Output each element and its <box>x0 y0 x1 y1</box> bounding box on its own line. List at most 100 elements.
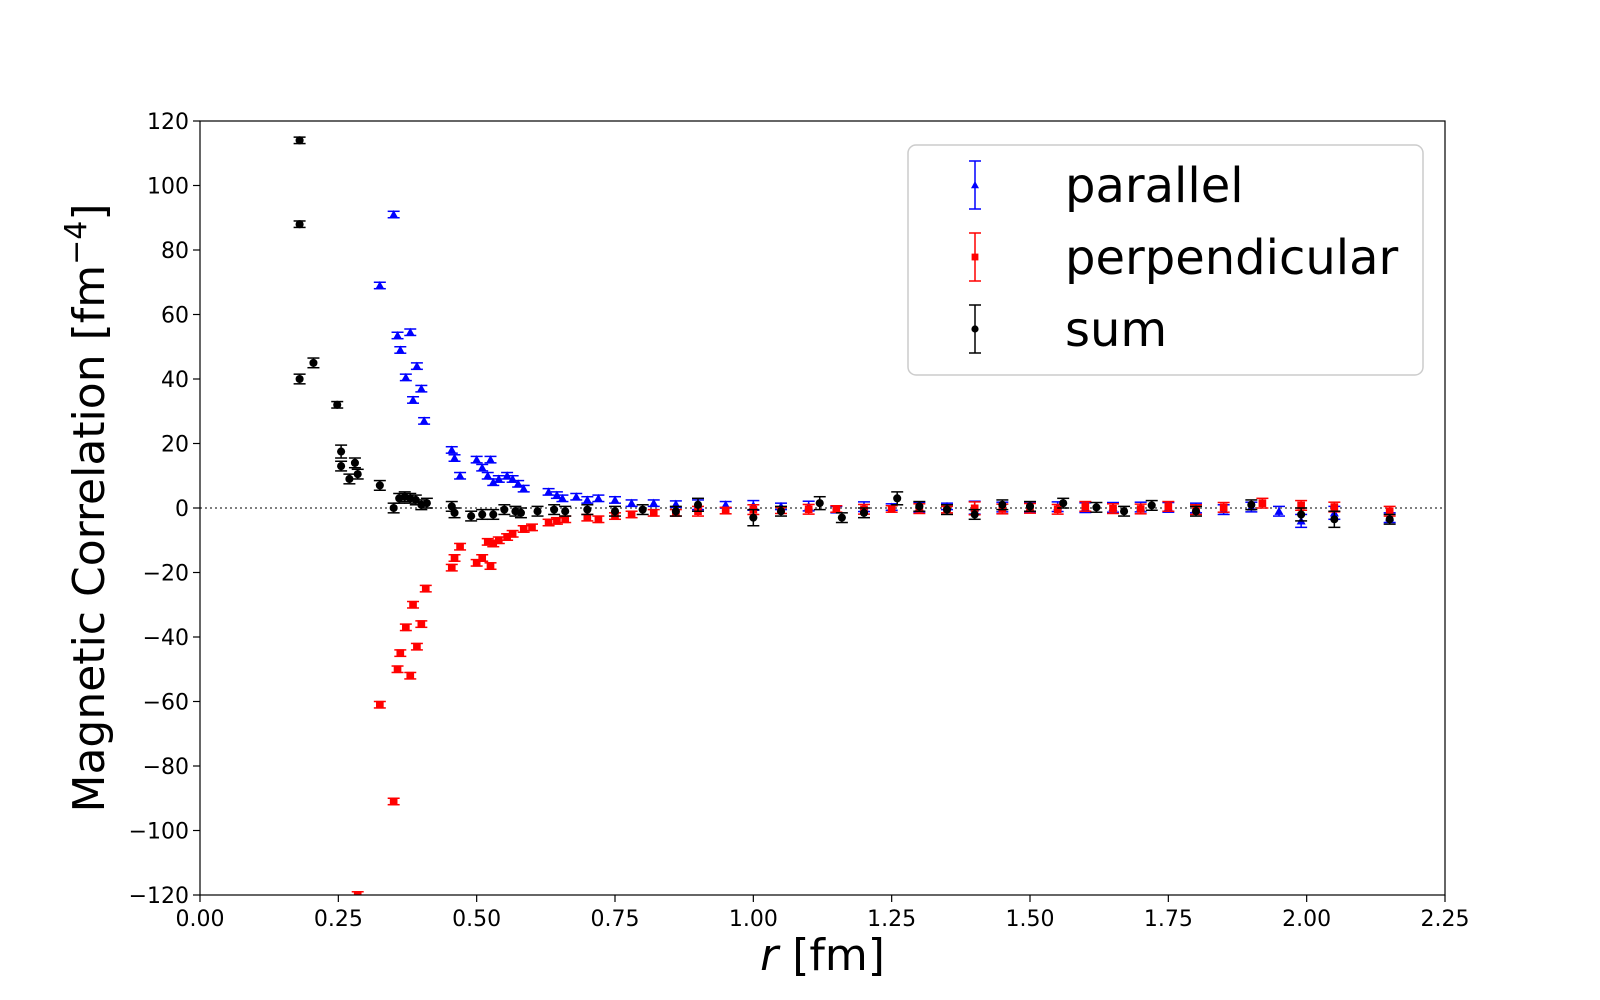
sum-point <box>337 462 346 471</box>
perpendicular-point <box>396 649 405 657</box>
sum-point <box>333 400 342 409</box>
perpendicular-point <box>1297 501 1305 510</box>
y-tick-label: 60 <box>161 304 189 329</box>
sum-point <box>1330 515 1339 524</box>
perpendicular-point <box>409 600 417 609</box>
x-tick-label: 0.00 <box>176 907 225 932</box>
sum-point <box>353 470 362 479</box>
parallel-point <box>483 471 493 480</box>
sum-point <box>638 505 647 514</box>
axes: 0.00 0.25 0.50 0.75 1.00 1.25 1.50 1.75 2.00 2.25… <box>59 110 1469 981</box>
sum-point <box>1385 515 1394 524</box>
sum-point <box>467 512 476 521</box>
sum-point <box>561 507 570 516</box>
sum-point <box>915 502 924 511</box>
perpendicular-point <box>561 515 570 524</box>
sum-point <box>583 505 592 514</box>
perpendicular-point <box>483 538 492 546</box>
sum-point <box>610 507 620 516</box>
perpendicular-point <box>721 506 730 515</box>
legend: parallel perpendicular sum <box>907 144 1424 376</box>
perpendicular-point <box>1330 503 1339 511</box>
parallel-point <box>610 495 620 504</box>
perpendicular-point <box>406 671 415 680</box>
perpendicular-point <box>1164 502 1173 511</box>
legend-perpendicular-marker <box>971 253 979 261</box>
y-tick-label: −60 <box>143 691 189 716</box>
legend-entry-perpendicular: perpendicular <box>969 230 1399 286</box>
sum-point <box>1247 500 1256 509</box>
y-tick-label: 100 <box>147 175 189 200</box>
sum-point <box>516 508 525 517</box>
sum-point <box>345 474 354 484</box>
perpendicular-point <box>478 554 487 562</box>
sum-point <box>337 447 346 456</box>
perpendicular-point <box>1053 505 1062 514</box>
x-tick-label: 2.00 <box>1282 907 1331 932</box>
perpendicular-point <box>1219 503 1228 512</box>
sum-point <box>1191 507 1201 516</box>
perpendicular-point <box>544 518 553 527</box>
y-axis-label: Magnetic Correlation [fm−4] <box>59 204 115 813</box>
sum-point <box>1297 510 1306 519</box>
y-tick-label: 80 <box>161 239 189 264</box>
data-layer <box>200 136 1445 895</box>
perpendicular-point <box>832 505 841 513</box>
parallel-point <box>488 477 498 486</box>
sum-point <box>671 507 680 516</box>
parallel-point <box>447 445 457 454</box>
x-tick-label: 1.50 <box>1006 907 1055 932</box>
x-tick-label: 2.25 <box>1421 907 1470 932</box>
perpendicular-point <box>353 891 362 895</box>
sum-point <box>309 358 318 367</box>
parallel-point <box>486 455 495 464</box>
series-perpendicular <box>351 497 1396 895</box>
y-tick-label: −80 <box>143 755 189 780</box>
sum-point <box>837 513 846 522</box>
parallel-point <box>571 492 581 501</box>
perpendicular-point <box>553 517 561 525</box>
legend-label-perpendicular: perpendicular <box>1065 230 1399 286</box>
perpendicular-point <box>1258 499 1267 507</box>
sum-point <box>1147 501 1156 510</box>
sum-point <box>500 505 509 514</box>
parallel-point <box>721 500 731 509</box>
perpendicular-point <box>627 510 636 519</box>
perpendicular-point <box>519 525 528 533</box>
parallel-point <box>393 330 403 340</box>
parallel-point <box>405 327 415 336</box>
sum-point <box>815 499 824 508</box>
sum-point <box>893 494 902 503</box>
parallel-point <box>375 280 385 290</box>
parallel-point <box>557 493 567 502</box>
parallel-point <box>408 395 418 404</box>
sum-point <box>450 508 459 517</box>
x-tick-label: 0.50 <box>452 907 501 932</box>
sum-point <box>749 513 758 522</box>
y-tick-label: 120 <box>147 110 189 135</box>
parallel-point <box>649 498 659 507</box>
perpendicular-point <box>447 563 456 572</box>
perpendicular-point <box>402 623 410 632</box>
perpendicular-point <box>1081 502 1090 511</box>
perpendicular-point <box>489 539 498 548</box>
parallel-point <box>401 372 411 381</box>
legend-sum-marker <box>971 325 979 333</box>
series-sum <box>293 136 1396 529</box>
y-tick-label: −40 <box>143 626 189 651</box>
perpendicular-point <box>970 504 979 513</box>
y-tick-label: −100 <box>129 820 189 845</box>
sum-point <box>533 507 542 516</box>
sum-point <box>1025 502 1035 511</box>
parallel-point <box>416 384 426 393</box>
sum-point <box>1120 507 1129 516</box>
perpendicular-point <box>393 665 402 674</box>
parallel-point <box>419 416 429 425</box>
parallel-point <box>472 455 482 464</box>
legend-entry-sum: sum <box>969 302 1167 358</box>
parallel-point <box>519 484 529 493</box>
parallel-point <box>593 493 603 502</box>
sum-point <box>375 481 384 490</box>
sum-point <box>970 510 979 519</box>
